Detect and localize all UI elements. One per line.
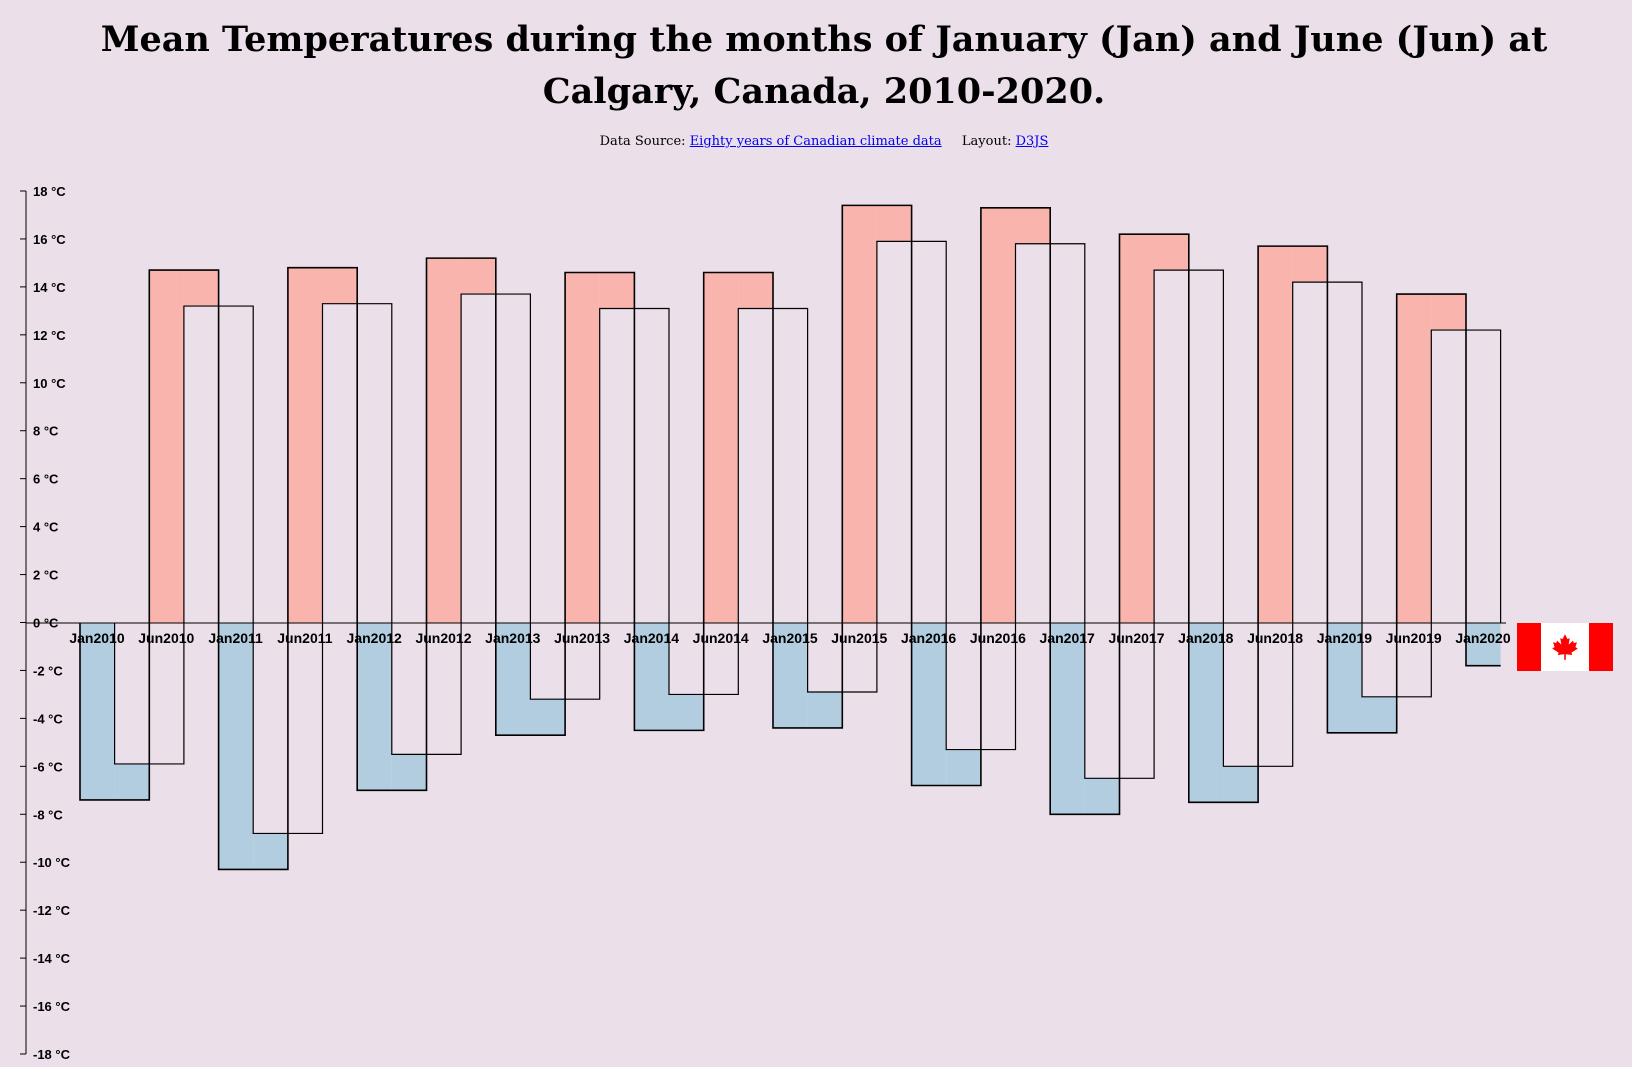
band-top-Jan2019 [1362,696,1397,733]
month-label-Jun2010: Jun2010 [138,630,194,646]
month-label-Jun2011: Jun2011 [277,630,332,646]
band-top-Jan2012 [391,754,427,791]
y-tick-label: -10 °C [33,855,71,870]
band-top-Jun2018 [1292,246,1328,283]
band-left-Jun2013 [565,272,600,623]
band-left-Jan2012 [357,623,392,791]
band-top-Jun2016 [1015,207,1051,244]
month-label-Jan2011: Jan2011 [208,630,263,646]
y-tick-label: 6 °C [33,472,59,487]
y-tick-label: 2 °C [33,568,59,583]
band-top-Jun2015 [876,205,912,242]
month-label-Jun2019: Jun2019 [1386,630,1442,646]
band-left-Jan2011 [218,623,254,870]
month-label-Jan2012: Jan2012 [347,630,402,646]
band-left-Jan2013 [495,623,531,736]
data-source-line: Data Source: Eighty years of Canadian cl… [0,134,1632,149]
y-tick-label: -4 °C [33,711,63,726]
layout-link[interactable]: D3JS [1015,134,1049,149]
band-top-Jan2011 [253,833,288,870]
month-label-Jan2018: Jan2018 [1178,630,1233,646]
month-label-Jan2014: Jan2014 [624,630,679,646]
month-label-Jan2016: Jan2016 [901,630,956,646]
data-source-prefix: Data Source: [599,134,686,149]
band-top-Jun2013 [599,272,635,309]
band-top-Jun2010 [183,270,219,307]
month-label-Jan2013: Jan2013 [485,630,540,646]
chart-title-line-2: Calgary, Canada, 2010-2020. [542,71,1106,112]
month-label-Jan2017: Jan2017 [1040,630,1095,646]
band-left-Jan2019 [1327,623,1362,733]
band-top-Jan2010 [114,763,150,800]
band-left-Jan2018 [1188,623,1224,803]
band-top-Jun2012 [461,258,496,295]
band-top-Jun2014 [738,272,773,309]
month-label-Jun2018: Jun2018 [1247,630,1303,646]
band-left-Jun2019 [1396,294,1432,623]
band-left-Jan2020 [1466,623,1501,666]
month-label-Jun2012: Jun2012 [415,630,471,646]
band-top-Jan2017 [1084,778,1120,815]
month-label-Jan2019: Jan2019 [1317,630,1372,646]
y-tick-label: 8 °C [33,424,59,439]
month-label-Jun2016: Jun2016 [970,630,1026,646]
band-left-Jan2014 [634,623,669,731]
y-axis: 18 °C 16 °C 14 °C 12 °C 10 °C 8 °C 6 °C 4 °C 2 °… [20,184,71,1062]
month-label-Jun2015: Jun2015 [831,630,887,646]
band-top-Jan2014 [669,694,704,731]
chart-title-line-1: Mean Temperatures during the months of J… [100,19,1548,60]
band-left-Jun2018 [1258,246,1293,623]
y-tick-label: 0 °C [33,616,59,631]
y-tick-label: -6 °C [33,759,63,774]
band-left-Jun2017 [1119,234,1155,623]
x-month-labels: Jan2010 Jun2010 Jan2011 Jun2011 Jan2012 Jun20… [69,630,1510,646]
band-top-Jan2013 [530,699,566,736]
y-tick-label: 4 °C [33,520,59,535]
canada-flag-icon [1517,623,1613,671]
y-tick-label: -14 °C [33,951,71,966]
layout-prefix: Layout: [961,134,1012,149]
temperature-bands [80,205,1501,870]
y-tick-label: 10 °C [33,376,66,391]
band-left-Jun2010 [149,270,184,623]
band-top-Jan2015 [807,692,843,728]
y-tick-label: 16 °C [33,232,66,247]
month-label-Jun2014: Jun2014 [693,630,749,646]
temperature-step-outline [79,204,1501,871]
y-tick-label: 12 °C [33,328,66,343]
band-left-Jun2011 [287,267,323,623]
band-left-Jan2016 [911,623,947,786]
band-left-Jan2015 [773,623,808,728]
band-top-Jan2018 [1223,766,1259,803]
band-left-Jun2016 [980,207,1016,623]
y-tick-label: 18 °C [33,184,66,199]
chart-title: Mean Temperatures during the months of J… [0,14,1632,118]
month-label-Jan2010: Jan2010 [69,630,124,646]
band-left-Jun2014 [703,272,739,623]
data-source-link[interactable]: Eighty years of Canadian climate data [689,134,942,149]
temperature-inner-outline [114,240,1502,835]
y-tick-label: -8 °C [33,807,63,822]
band-left-Jun2012 [426,258,462,623]
band-left-Jun2015 [842,205,877,623]
band-left-Jan2010 [80,623,115,800]
month-label-Jan2015: Jan2015 [762,630,817,646]
maple-leaf [1552,634,1578,660]
month-label-Jun2013: Jun2013 [554,630,610,646]
y-tick-label: -18 °C [33,1047,71,1062]
band-left-Jan2017 [1050,623,1085,815]
y-tick-label: 14 °C [33,280,66,295]
y-tick-label: -12 °C [33,903,71,918]
month-label-Jun2017: Jun2017 [1108,630,1164,646]
band-top-Jun2019 [1431,294,1466,331]
y-tick-label: -2 °C [33,663,63,678]
y-tick-label: -16 °C [33,999,71,1014]
band-top-Jun2017 [1154,234,1189,271]
band-top-Jan2016 [946,749,981,786]
month-label-Jan2020: Jan2020 [1455,630,1510,646]
band-top-Jun2011 [322,267,358,304]
